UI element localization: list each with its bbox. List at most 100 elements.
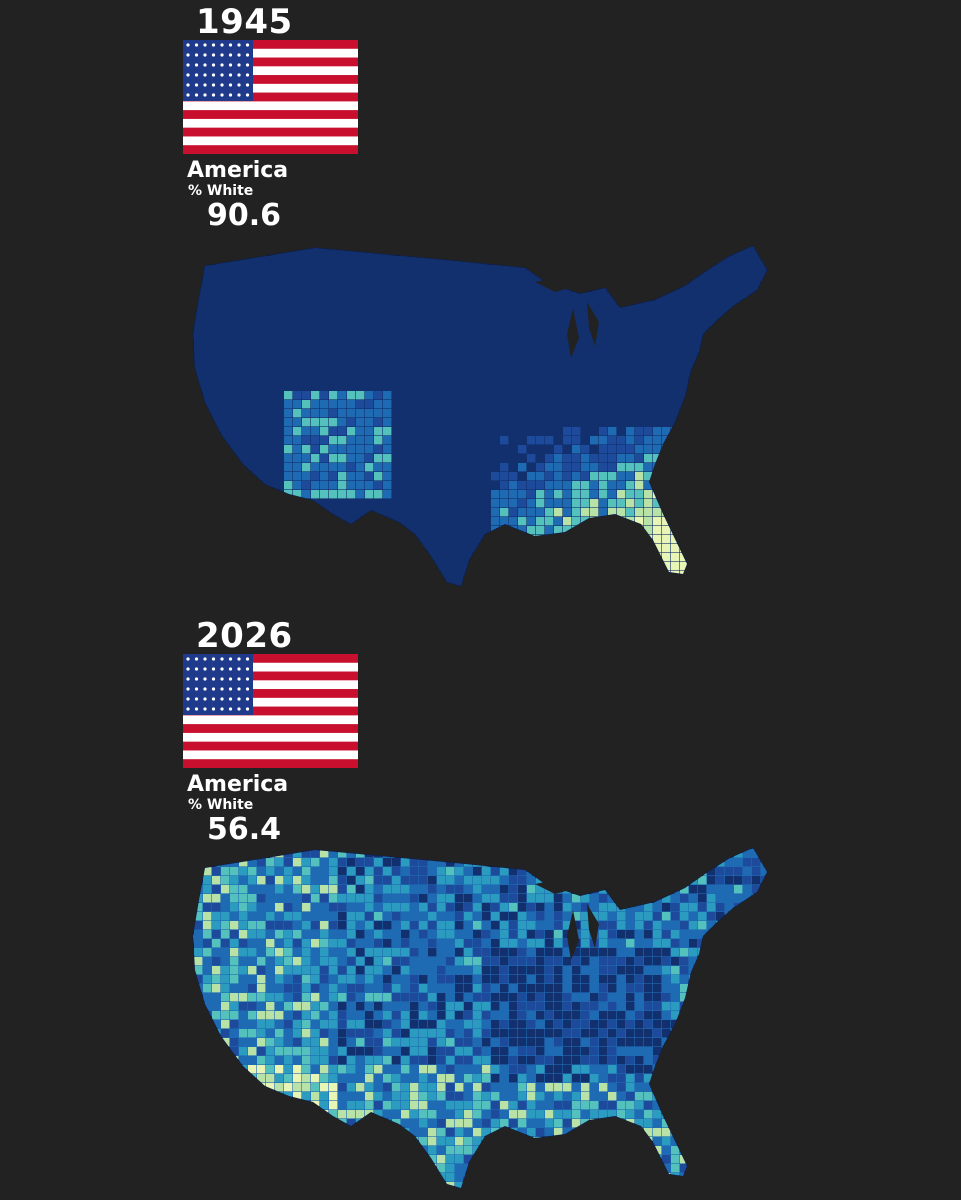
county-cell: [383, 310, 392, 319]
county-cell: [608, 418, 617, 427]
county-cell: [392, 328, 401, 337]
county-cell: [302, 391, 311, 400]
county-cell: [446, 975, 455, 984]
county-cell: [193, 1074, 194, 1083]
county-cell: [518, 346, 527, 355]
county-cell: [437, 1011, 446, 1020]
county-cell: [653, 1056, 662, 1065]
county-cell: [572, 400, 581, 409]
county-cell: [203, 984, 212, 993]
county-cell: [725, 848, 734, 849]
county-cell: [590, 364, 599, 373]
county-cell: [293, 526, 302, 535]
county-cell: [608, 274, 617, 283]
county-cell: [599, 409, 608, 418]
year-label: 1945: [196, 2, 293, 42]
county-cell: [689, 1011, 698, 1020]
county-cell: [302, 328, 311, 337]
county-cell: [500, 526, 509, 535]
county-cell: [194, 481, 203, 490]
county-cell: [626, 508, 635, 517]
county-cell: [680, 589, 688, 590]
county-cell: [761, 993, 767, 1002]
county-cell: [266, 993, 275, 1002]
county-cell: [230, 490, 239, 499]
county-cell: [482, 427, 491, 436]
county-cell: [401, 848, 410, 849]
county-cell: [275, 337, 284, 346]
county-cell: [590, 256, 599, 265]
county-cell: [194, 409, 203, 418]
county-cell: [464, 553, 473, 562]
county-cell: [500, 589, 508, 590]
county-cell: [581, 858, 590, 867]
county-cell: [707, 265, 716, 274]
county-cell: [500, 1056, 509, 1065]
county-cell: [617, 1083, 626, 1092]
county-cell: [320, 409, 329, 418]
county-cell: [257, 1065, 266, 1074]
county-cell: [275, 1137, 284, 1146]
county-cell: [509, 517, 518, 526]
county-cell: [266, 391, 275, 400]
county-cell: [482, 975, 491, 984]
county-cell: [410, 274, 419, 283]
county-cell: [365, 337, 374, 346]
county-cell: [257, 544, 266, 553]
county-cell: [257, 1101, 266, 1110]
county-cell: [410, 544, 419, 553]
county-cell: [518, 508, 527, 517]
county-cell: [572, 427, 581, 436]
county-cell: [689, 337, 698, 346]
county-cell: [320, 535, 329, 544]
county-cell: [347, 373, 356, 382]
county-cell: [482, 957, 491, 966]
county-cell: [707, 589, 715, 590]
county-cell: [239, 912, 248, 921]
county-cell: [581, 939, 590, 948]
county-cell: [617, 1047, 626, 1056]
county-cell: [482, 553, 491, 562]
county-cell: [554, 1065, 563, 1074]
county-cell: [464, 409, 473, 418]
county-cell: [419, 1128, 428, 1137]
county-cell: [590, 436, 599, 445]
county-cell: [689, 292, 698, 301]
county-cell: [572, 301, 581, 310]
county-cell: [491, 391, 500, 400]
county-cell: [491, 939, 500, 948]
county-cell: [428, 1011, 437, 1020]
county-cell: [239, 544, 248, 553]
county-cell: [347, 957, 356, 966]
county-cell: [365, 508, 374, 517]
county-cell: [230, 984, 239, 993]
county-cell: [248, 571, 257, 580]
county-cell: [365, 1020, 374, 1029]
county-cell: [392, 1029, 401, 1038]
county-cell: [284, 544, 293, 553]
county-cell: [653, 993, 662, 1002]
county-cell: [203, 1065, 212, 1074]
county-cell: [734, 292, 743, 301]
county-cell: [248, 1029, 257, 1038]
county-cell: [698, 247, 707, 256]
county-cell: [284, 1146, 293, 1155]
county-cell: [572, 948, 581, 957]
county-cell: [248, 894, 257, 903]
county-cell: [311, 418, 320, 427]
county-cell: [716, 1074, 725, 1083]
county-cell: [329, 454, 338, 463]
county-cell: [329, 256, 338, 265]
county-cell: [338, 1074, 347, 1083]
county-cell: [356, 1011, 365, 1020]
county-cell: [500, 1119, 509, 1128]
county-cell: [536, 1029, 545, 1038]
county-cell: [536, 1083, 545, 1092]
county-cell: [464, 1119, 473, 1128]
county-cell: [230, 1011, 239, 1020]
county-cell: [311, 1146, 320, 1155]
county-cell: [770, 454, 775, 462]
county-cell: [761, 885, 767, 894]
county-cell: [680, 1056, 689, 1065]
county-cell: [572, 912, 581, 921]
